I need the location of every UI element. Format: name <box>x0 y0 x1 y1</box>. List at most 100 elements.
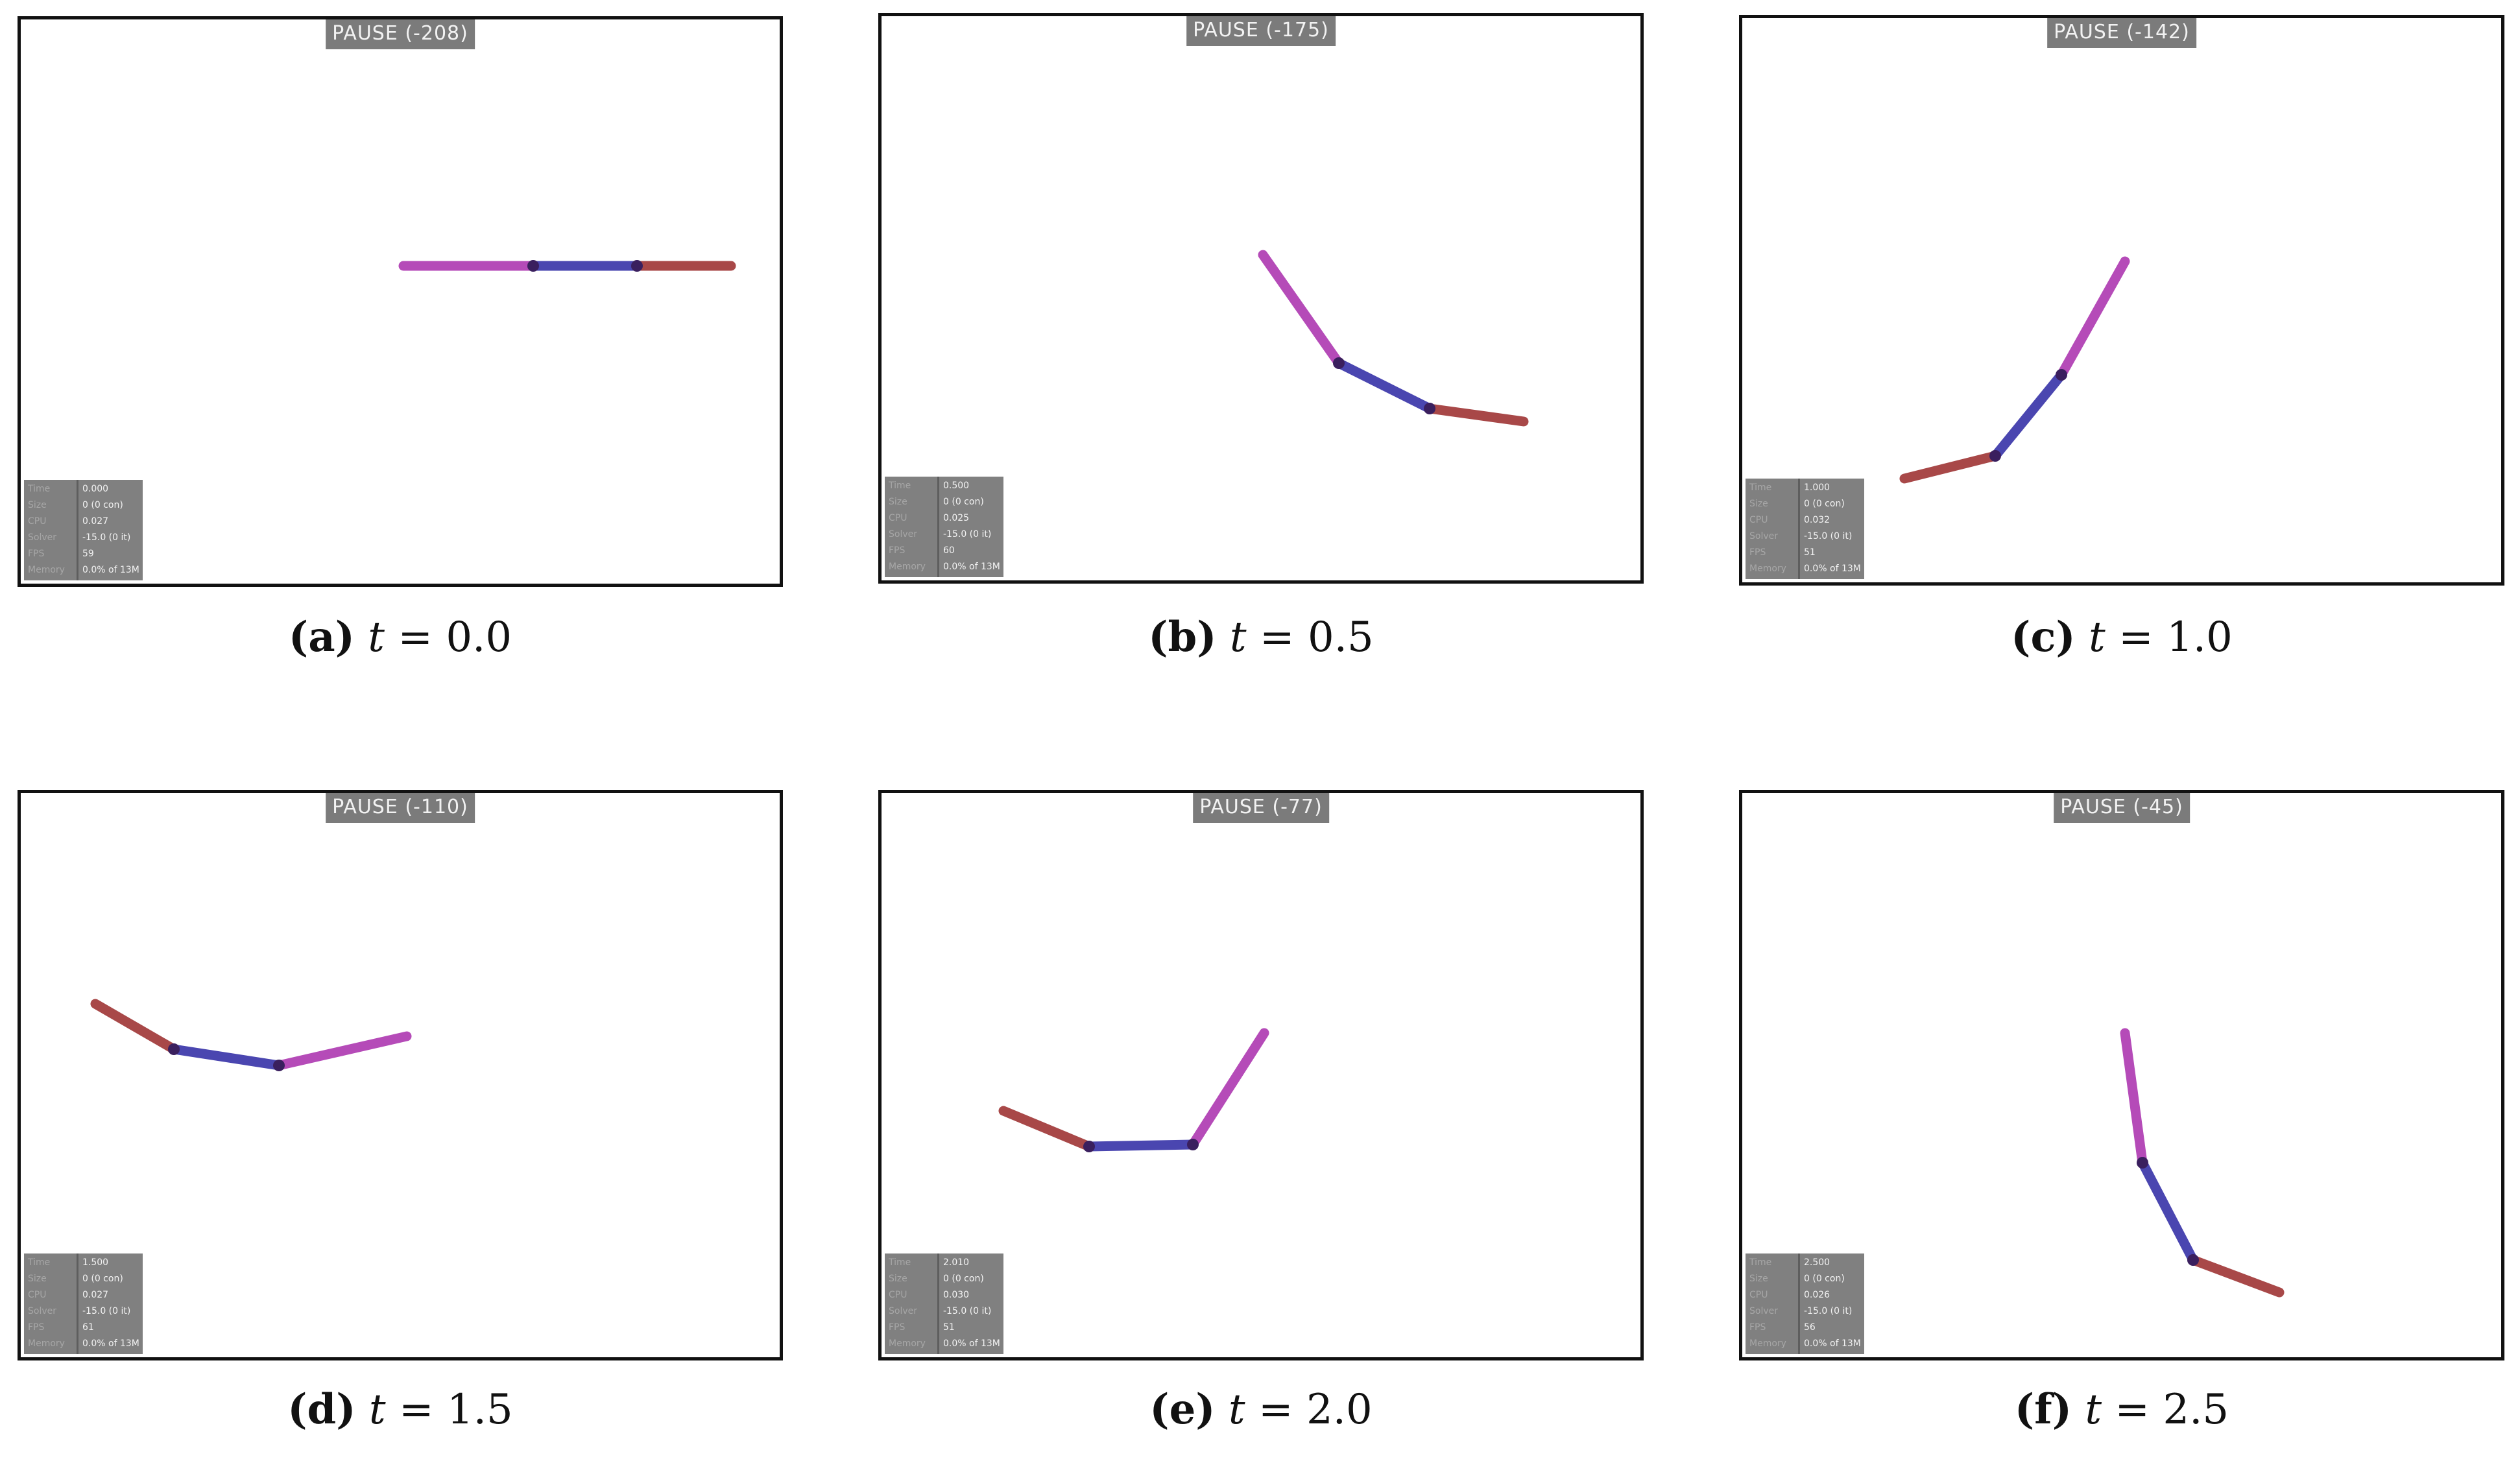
caption-tag: (c) <box>2011 613 2076 661</box>
panel-caption: (c) t = 1.0 <box>1739 613 2504 661</box>
caption-tag: (a) <box>288 613 355 661</box>
stats-row-memory: Memory 0.0% of 13M <box>24 1336 143 1352</box>
simulation-viewport[interactable]: PAUSE (-110) Time 1.500 Size 0 (0 con) CPU 0.… <box>18 790 783 1360</box>
simulation-viewport[interactable]: PAUSE (-77) Time 2.010 Size 0 (0 con) CPU 0.0… <box>878 790 1644 1360</box>
stats-row-cpu: CPU 0.032 <box>1746 512 1864 529</box>
stats-value: 2.010 <box>943 1257 970 1268</box>
caption-time-value: 1.0 <box>2166 613 2233 661</box>
stats-row-cpu: CPU 0.027 <box>24 1287 143 1303</box>
stats-row-size: Size 0 (0 con) <box>1746 1271 1864 1287</box>
pause-status-label: PAUSE (-208) <box>326 19 475 49</box>
panel-caption: (b) t = 0.5 <box>878 613 1644 661</box>
stats-row-memory: Memory 0.0% of 13M <box>1746 1336 1864 1352</box>
stats-value: 60 <box>943 545 955 556</box>
stats-value: 0 (0 con) <box>943 497 984 507</box>
pendulum-joint <box>2056 369 2067 381</box>
caption-time-value: 0.5 <box>1307 613 1374 661</box>
pendulum-joint <box>1333 357 1345 369</box>
stats-value: 51 <box>943 1322 955 1333</box>
pendulum-joint <box>527 260 539 272</box>
simulation-viewport[interactable]: PAUSE (-208) Time 0.000 Size 0 (0 con) CPU 0.… <box>18 16 783 587</box>
pendulum-canvas <box>1899 256 2130 484</box>
pendulum-link-3 <box>1424 403 1529 427</box>
stats-divider <box>1798 479 1800 579</box>
stats-value: 59 <box>82 549 94 559</box>
stats-label: Solver <box>889 529 917 540</box>
snapshot-panel-d: PAUSE (-110) Time 1.500 Size 0 (0 con) CPU 0.… <box>18 790 783 1434</box>
stats-value: -15.0 (0 it) <box>82 532 131 543</box>
stats-label: Memory <box>1749 564 1786 574</box>
caption-equals: = <box>385 613 446 661</box>
stats-value: -15.0 (0 it) <box>943 529 992 540</box>
stats-label: FPS <box>1749 547 1766 558</box>
stats-value: 0.0% of 13M <box>1804 564 1861 574</box>
stats-label: FPS <box>889 545 906 556</box>
stats-row-time: Time 1.500 <box>24 1255 143 1271</box>
stats-value: 51 <box>1804 547 1816 558</box>
caption-tag: (b) <box>1148 613 1217 661</box>
caption-equals: = <box>1246 613 1308 661</box>
stats-value: 0.027 <box>82 1290 109 1300</box>
stats-label: FPS <box>889 1322 906 1333</box>
pendulum-link-2 <box>1084 1139 1198 1152</box>
stats-row-cpu: CPU 0.026 <box>1746 1287 1864 1303</box>
pendulum-joint <box>168 1043 180 1055</box>
stats-overlay: Time 1.500 Size 0 (0 con) CPU 0.027 Solver -15.… <box>24 1253 143 1354</box>
stats-label: Time <box>28 484 51 494</box>
stats-label: FPS <box>1749 1322 1766 1333</box>
stats-label: FPS <box>28 549 45 559</box>
caption-variable: t <box>1229 613 1247 661</box>
pendulum-joint <box>1187 1139 1199 1150</box>
simulation-viewport[interactable]: PAUSE (-45) Time 2.500 Size 0 (0 con) CPU 0.0… <box>1739 790 2504 1360</box>
stats-row-time: Time 2.500 <box>1746 1255 1864 1271</box>
caption-variable: t <box>368 1386 386 1434</box>
pendulum-joint <box>2187 1254 2199 1266</box>
stats-value: 0.000 <box>82 484 109 494</box>
pause-status-label: PAUSE (-110) <box>326 793 475 823</box>
caption-tag: (f) <box>2014 1385 2072 1434</box>
simulation-viewport[interactable]: PAUSE (-142) Time 1.000 Size 0 (0 con) CPU 0.… <box>1739 15 2504 586</box>
stats-value: 0.0% of 13M <box>1804 1338 1861 1349</box>
stats-label: CPU <box>889 1290 907 1300</box>
stats-row-size: Size 0 (0 con) <box>1746 496 1864 512</box>
stats-value: 0.027 <box>82 516 109 527</box>
stats-row-solver: Solver -15.0 (0 it) <box>1746 529 1864 545</box>
pendulum-link-3 <box>998 1106 1094 1152</box>
snapshot-panel-c: PAUSE (-142) Time 1.000 Size 0 (0 con) CPU 0.… <box>1739 15 2504 661</box>
stats-divider <box>77 1253 78 1354</box>
stats-label: Time <box>1749 482 1772 493</box>
pendulum-link-3 <box>2188 1255 2285 1298</box>
stats-value: 0 (0 con) <box>82 500 123 510</box>
stats-label: CPU <box>1749 1290 1768 1300</box>
pendulum-joint <box>1424 403 1435 414</box>
stats-row-cpu: CPU 0.025 <box>885 510 1003 527</box>
stats-row-memory: Memory 0.0% of 13M <box>885 559 1003 575</box>
pendulum-link-1 <box>1258 250 1344 368</box>
panel-caption: (a) t = 0.0 <box>18 613 783 661</box>
stats-value: -15.0 (0 it) <box>1804 1306 1853 1316</box>
stats-label: Solver <box>889 1306 917 1316</box>
pendulum-link-3 <box>1899 451 2000 484</box>
pendulum-canvas <box>90 999 412 1071</box>
pendulum-joint <box>1989 450 2001 462</box>
stats-label: CPU <box>28 516 47 527</box>
pendulum-canvas <box>998 1028 1269 1152</box>
pendulum-joint <box>273 1060 285 1071</box>
stats-value: 56 <box>1804 1322 1816 1333</box>
stats-row-fps: FPS 61 <box>24 1320 143 1336</box>
stats-row-size: Size 0 (0 con) <box>24 497 143 514</box>
simulation-viewport[interactable]: PAUSE (-175) Time 0.500 Size 0 (0 con) CPU 0.… <box>878 13 1644 584</box>
snapshot-panel-e: PAUSE (-77) Time 2.010 Size 0 (0 con) CPU 0.0… <box>878 790 1644 1434</box>
stats-value: 0.030 <box>943 1290 970 1300</box>
pendulum-joint <box>631 260 643 272</box>
stats-value: 0.032 <box>1804 515 1830 525</box>
caption-variable: t <box>1228 1386 1245 1434</box>
stats-row-memory: Memory 0.0% of 13M <box>24 562 143 578</box>
stats-label: Memory <box>1749 1338 1786 1349</box>
pendulum-joint <box>1083 1141 1095 1152</box>
stats-value: 0.0% of 13M <box>82 1338 139 1349</box>
caption-time-value: 1.5 <box>446 1386 513 1434</box>
stats-label: CPU <box>28 1290 47 1300</box>
stats-overlay: Time 1.000 Size 0 (0 con) CPU 0.032 Solver -15.… <box>1746 479 1864 579</box>
caption-variable: t <box>2085 1386 2102 1434</box>
